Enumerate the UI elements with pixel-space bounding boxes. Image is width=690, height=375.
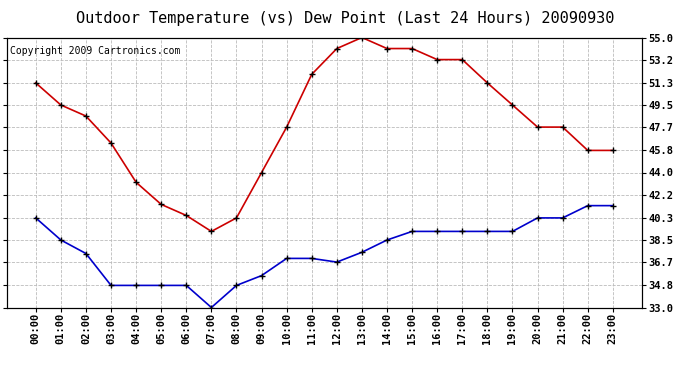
Text: Outdoor Temperature (vs) Dew Point (Last 24 Hours) 20090930: Outdoor Temperature (vs) Dew Point (Last… [76,11,614,26]
Text: Copyright 2009 Cartronics.com: Copyright 2009 Cartronics.com [10,46,181,56]
